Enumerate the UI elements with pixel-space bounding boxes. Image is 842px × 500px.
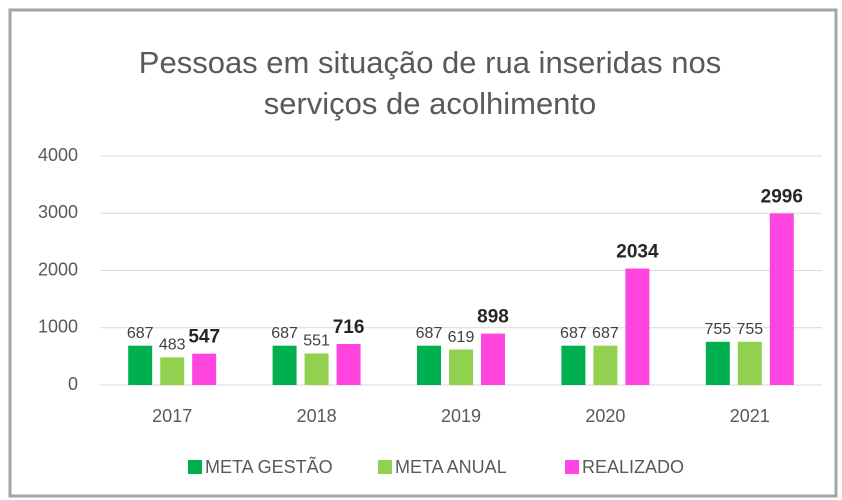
bar [304, 353, 329, 385]
y-tick-label: 2000 [38, 259, 78, 279]
bar [769, 213, 794, 385]
x-tick-label: 2018 [297, 406, 337, 426]
bar [449, 349, 473, 385]
legend-label: REALIZADO [582, 457, 684, 477]
bar [481, 333, 505, 385]
x-tick-label: 2021 [730, 406, 770, 426]
chart-frame [8, 8, 838, 498]
x-tick-label: 2020 [585, 406, 625, 426]
x-tick-label: 2017 [152, 406, 192, 426]
data-label: 2996 [761, 186, 803, 207]
data-label: 755 [736, 321, 763, 338]
bar [128, 345, 153, 385]
bar [625, 268, 650, 385]
x-tick-label: 2019 [441, 406, 481, 426]
data-label: 898 [477, 307, 509, 328]
legend-label: META GESTÃO [205, 456, 333, 477]
data-label: 687 [592, 325, 619, 342]
data-label: 687 [416, 325, 443, 342]
y-tick-label: 1000 [38, 317, 78, 337]
data-label: 716 [333, 317, 365, 338]
bar [160, 357, 185, 385]
data-label: 2034 [616, 242, 659, 263]
bar [593, 345, 618, 385]
data-label: 755 [704, 321, 731, 338]
legend-swatch [378, 460, 392, 474]
data-label: 687 [560, 325, 587, 342]
data-label: 547 [188, 327, 220, 348]
data-label: 551 [303, 333, 330, 350]
y-tick-label: 3000 [38, 202, 78, 222]
bar [272, 345, 297, 385]
y-tick-label: 4000 [38, 145, 78, 165]
bar [705, 341, 730, 385]
y-tick-label: 0 [68, 374, 78, 394]
bar [336, 344, 361, 385]
chart-title: serviços de acolhimento [264, 86, 597, 121]
bar [737, 341, 762, 385]
chart-title: Pessoas em situação de rua inseridas nos [139, 45, 721, 80]
bar [417, 345, 441, 385]
bar [192, 353, 217, 385]
legend-label: META ANUAL [395, 457, 507, 477]
legend-swatch [565, 460, 579, 474]
data-label: 483 [159, 337, 186, 354]
bar [561, 345, 586, 385]
legend-swatch [188, 460, 202, 474]
data-label: 687 [127, 325, 154, 342]
data-label: 687 [271, 325, 298, 342]
data-label: 619 [448, 329, 475, 346]
